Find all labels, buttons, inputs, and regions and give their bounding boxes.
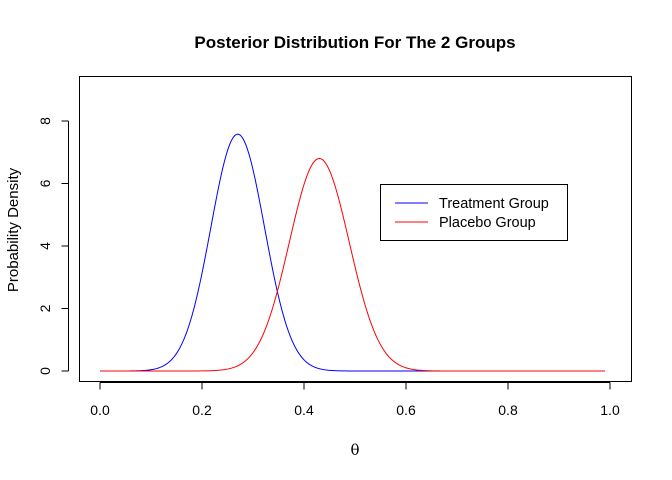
plot-frame bbox=[79, 76, 632, 382]
legend-label-treatment: Treatment Group bbox=[439, 196, 549, 212]
legend-box bbox=[380, 184, 568, 241]
y-axis-label: Probability Density bbox=[5, 167, 22, 292]
x-axis-label: θ bbox=[350, 441, 359, 459]
legend-label-placebo: Placebo Group bbox=[439, 215, 536, 231]
legend: Treatment Group Placebo Group bbox=[380, 184, 568, 241]
y-axis: 0 2 4 6 8 bbox=[37, 117, 69, 375]
series-layer bbox=[100, 133, 605, 372]
x-axis: 0.0 0.2 0.4 0.6 0.8 1.0 bbox=[90, 382, 620, 418]
chart-title: Posterior Distribution For The 2 Groups bbox=[194, 33, 515, 52]
series-line-treatment bbox=[100, 133, 605, 372]
x-tick-label: 0.4 bbox=[294, 402, 314, 418]
x-tick-label: 1.0 bbox=[600, 402, 620, 418]
x-tick-label: 0.2 bbox=[192, 402, 212, 418]
series-line-placebo bbox=[100, 158, 605, 372]
y-tick-label: 4 bbox=[37, 242, 53, 250]
x-tick-label: 0.8 bbox=[498, 402, 518, 418]
x-tick-label: 0.0 bbox=[90, 402, 110, 418]
x-tick-label: 0.6 bbox=[396, 402, 416, 418]
y-tick-label: 6 bbox=[37, 179, 53, 187]
y-tick-label: 0 bbox=[37, 367, 53, 375]
y-tick-label: 2 bbox=[37, 304, 53, 312]
y-tick-label: 8 bbox=[37, 117, 53, 125]
